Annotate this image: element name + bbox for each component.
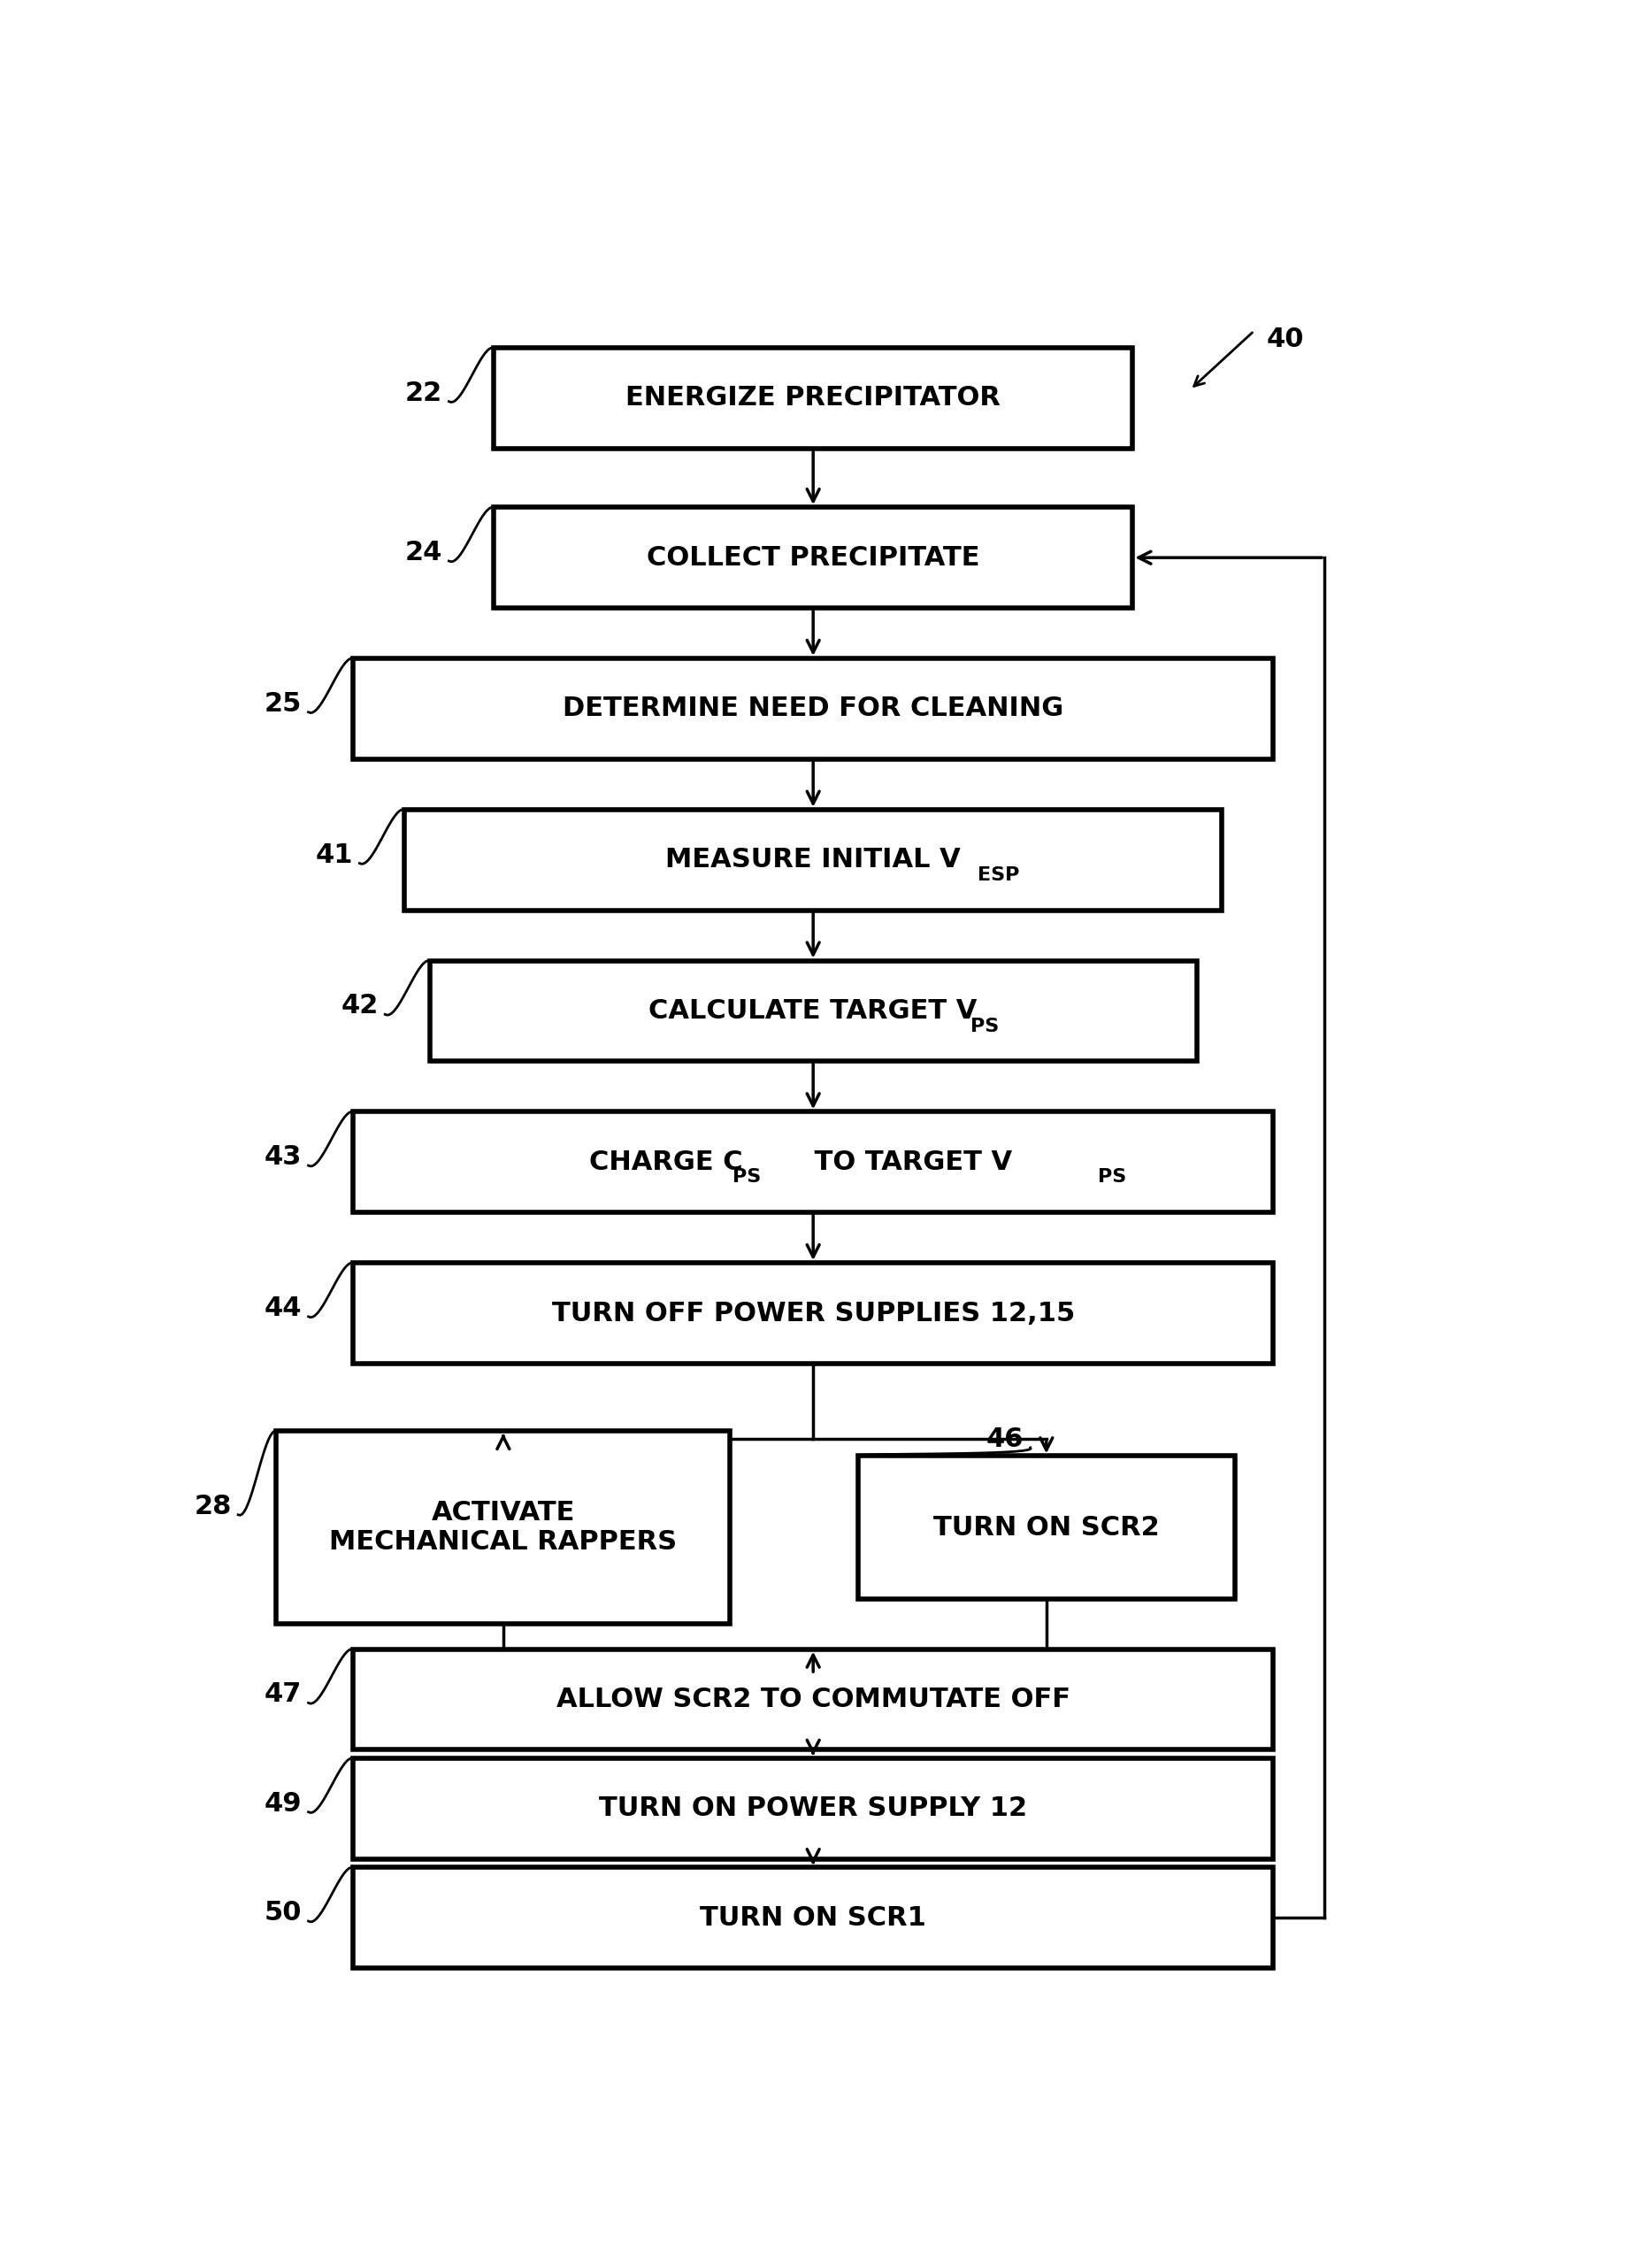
Text: 43: 43	[264, 1145, 302, 1170]
Text: TURN ON SCR2: TURN ON SCR2	[933, 1515, 1159, 1540]
Text: 47: 47	[264, 1681, 302, 1708]
Text: 49: 49	[264, 1792, 302, 1817]
Text: PS: PS	[1098, 1168, 1126, 1186]
Bar	[404, 810, 1222, 909]
Text: ALLOW SCR2 TO COMMUTATE OFF: ALLOW SCR2 TO COMMUTATE OFF	[556, 1687, 1070, 1712]
Text: ESP: ESP	[978, 866, 1019, 885]
Bar	[430, 962, 1197, 1061]
Bar	[353, 1111, 1273, 1213]
Text: 44: 44	[264, 1295, 302, 1320]
Text: TURN ON SCR1: TURN ON SCR1	[699, 1905, 927, 1930]
Text: CHARGE C: CHARGE C	[589, 1150, 744, 1175]
Text: TURN OFF POWER SUPPLIES 12,15: TURN OFF POWER SUPPLIES 12,15	[552, 1300, 1075, 1327]
Text: ENERGIZE PRECIPITATOR: ENERGIZE PRECIPITATOR	[625, 386, 1001, 411]
Text: 24: 24	[406, 540, 442, 565]
Text: TURN ON POWER SUPPLY 12: TURN ON POWER SUPPLY 12	[599, 1796, 1027, 1821]
Text: 25: 25	[264, 692, 302, 717]
Bar	[493, 508, 1133, 608]
Bar	[353, 1649, 1273, 1751]
Text: 28: 28	[195, 1495, 231, 1520]
Text: 46: 46	[986, 1427, 1024, 1452]
Bar	[277, 1431, 731, 1624]
Bar	[353, 1758, 1273, 1860]
Bar	[353, 1867, 1273, 1969]
Text: COLLECT PRECIPITATE: COLLECT PRECIPITATE	[646, 544, 980, 572]
Bar	[493, 347, 1133, 449]
Text: ACTIVATE
MECHANICAL RAPPERS: ACTIVATE MECHANICAL RAPPERS	[330, 1499, 678, 1556]
Text: PS: PS	[970, 1018, 999, 1034]
Text: MEASURE INITIAL V: MEASURE INITIAL V	[666, 846, 961, 873]
Bar	[353, 1263, 1273, 1363]
Text: CALCULATE TARGET V: CALCULATE TARGET V	[650, 998, 978, 1023]
Text: 40: 40	[1266, 327, 1304, 352]
Text: DETERMINE NEED FOR CLEANING: DETERMINE NEED FOR CLEANING	[562, 696, 1064, 721]
Text: 42: 42	[341, 993, 379, 1018]
Text: PS: PS	[732, 1168, 760, 1186]
Text: 41: 41	[315, 841, 353, 869]
Text: 50: 50	[264, 1901, 302, 1926]
Bar	[353, 658, 1273, 760]
Text: 22: 22	[406, 381, 442, 406]
Bar	[857, 1456, 1235, 1599]
Text: TO TARGET V: TO TARGET V	[805, 1150, 1012, 1175]
